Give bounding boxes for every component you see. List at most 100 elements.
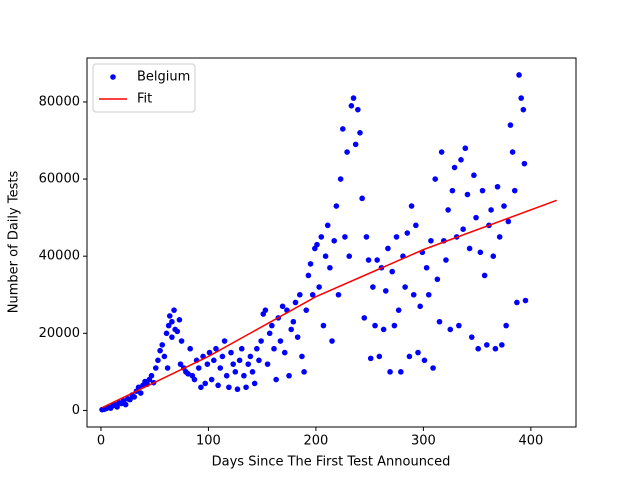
data-point xyxy=(408,203,415,209)
data-point xyxy=(290,318,297,325)
data-point xyxy=(404,230,411,236)
data-point xyxy=(206,349,213,356)
data-point xyxy=(372,322,378,329)
y-tick-label: 40000 xyxy=(39,249,80,264)
data-point xyxy=(165,322,172,329)
data-point xyxy=(346,253,353,259)
data-point xyxy=(258,338,264,344)
data-point xyxy=(415,349,421,356)
data-point xyxy=(509,149,516,155)
data-point xyxy=(475,345,482,352)
data-point xyxy=(169,334,175,340)
data-point xyxy=(393,234,400,240)
data-point xyxy=(288,326,294,333)
data-point xyxy=(296,291,303,298)
data-point xyxy=(309,291,316,298)
data-point xyxy=(458,156,464,163)
y-tick-label: 20000 xyxy=(39,326,80,341)
data-point xyxy=(421,357,428,364)
data-point xyxy=(413,222,419,229)
data-point xyxy=(320,322,327,329)
data-point xyxy=(185,370,191,377)
data-point xyxy=(254,345,260,352)
x-tick-label: 0 xyxy=(97,434,105,449)
data-point xyxy=(164,365,171,371)
data-point xyxy=(322,253,329,259)
data-point xyxy=(215,382,221,389)
data-point xyxy=(163,330,170,337)
data-point xyxy=(249,369,256,375)
data-point xyxy=(385,245,391,252)
data-point xyxy=(339,126,346,132)
data-point xyxy=(434,276,441,283)
x-tick-label: 200 xyxy=(304,434,329,449)
data-point xyxy=(122,401,129,408)
data-point xyxy=(148,372,155,379)
data-point xyxy=(292,299,299,306)
data-point xyxy=(228,349,234,356)
data-point xyxy=(520,106,527,113)
data-point xyxy=(494,183,501,190)
data-point xyxy=(521,160,528,167)
data-point xyxy=(176,317,183,323)
data-point xyxy=(348,103,355,109)
data-point xyxy=(443,257,449,263)
data-point xyxy=(499,342,505,348)
data-point xyxy=(367,355,374,362)
data-point xyxy=(376,353,383,360)
x-tick-label: 400 xyxy=(518,434,543,449)
data-point xyxy=(305,272,312,279)
data-point xyxy=(473,214,479,221)
data-point xyxy=(477,249,484,256)
data-point xyxy=(352,141,359,148)
data-point xyxy=(350,95,357,101)
data-point xyxy=(511,187,518,194)
y-tick-label: 80000 xyxy=(39,94,80,109)
x-tick-label: 100 xyxy=(196,434,221,449)
y-tick-label: 60000 xyxy=(39,172,80,187)
data-point xyxy=(451,164,458,171)
data-point xyxy=(425,291,432,298)
data-point xyxy=(365,257,372,263)
data-point xyxy=(230,361,236,367)
data-point xyxy=(496,234,503,240)
legend-label: Belgium xyxy=(137,70,190,85)
data-point xyxy=(503,322,509,329)
data-point xyxy=(402,284,408,290)
data-point xyxy=(462,145,469,152)
data-point xyxy=(357,130,363,136)
data-point xyxy=(387,369,393,375)
data-point xyxy=(324,222,331,229)
data-point xyxy=(251,380,258,387)
data-point xyxy=(361,315,368,321)
data-point xyxy=(449,187,456,194)
data-point xyxy=(417,303,423,310)
data-point xyxy=(264,361,271,367)
data-point xyxy=(294,334,301,340)
data-point xyxy=(490,253,497,259)
data-point xyxy=(131,394,138,400)
data-point xyxy=(262,307,269,313)
data-point xyxy=(428,237,434,244)
x-axis-label: Days Since The First Test Announced xyxy=(212,455,451,470)
data-point xyxy=(518,95,524,101)
data-point xyxy=(191,376,198,383)
data-point xyxy=(208,376,215,383)
data-point xyxy=(169,318,175,325)
data-point xyxy=(269,322,275,329)
data-point xyxy=(243,384,249,391)
data-point xyxy=(256,357,262,364)
data-point xyxy=(456,322,462,329)
data-point xyxy=(471,172,477,179)
data-point xyxy=(436,318,443,325)
data-point xyxy=(331,237,337,244)
legend-marker xyxy=(110,74,116,80)
data-point xyxy=(226,384,232,391)
data-point xyxy=(232,369,239,375)
data-point xyxy=(299,353,305,360)
data-point xyxy=(522,297,529,304)
data-point xyxy=(234,386,241,393)
data-point xyxy=(279,303,286,310)
data-point xyxy=(177,361,184,367)
data-point xyxy=(161,353,168,360)
